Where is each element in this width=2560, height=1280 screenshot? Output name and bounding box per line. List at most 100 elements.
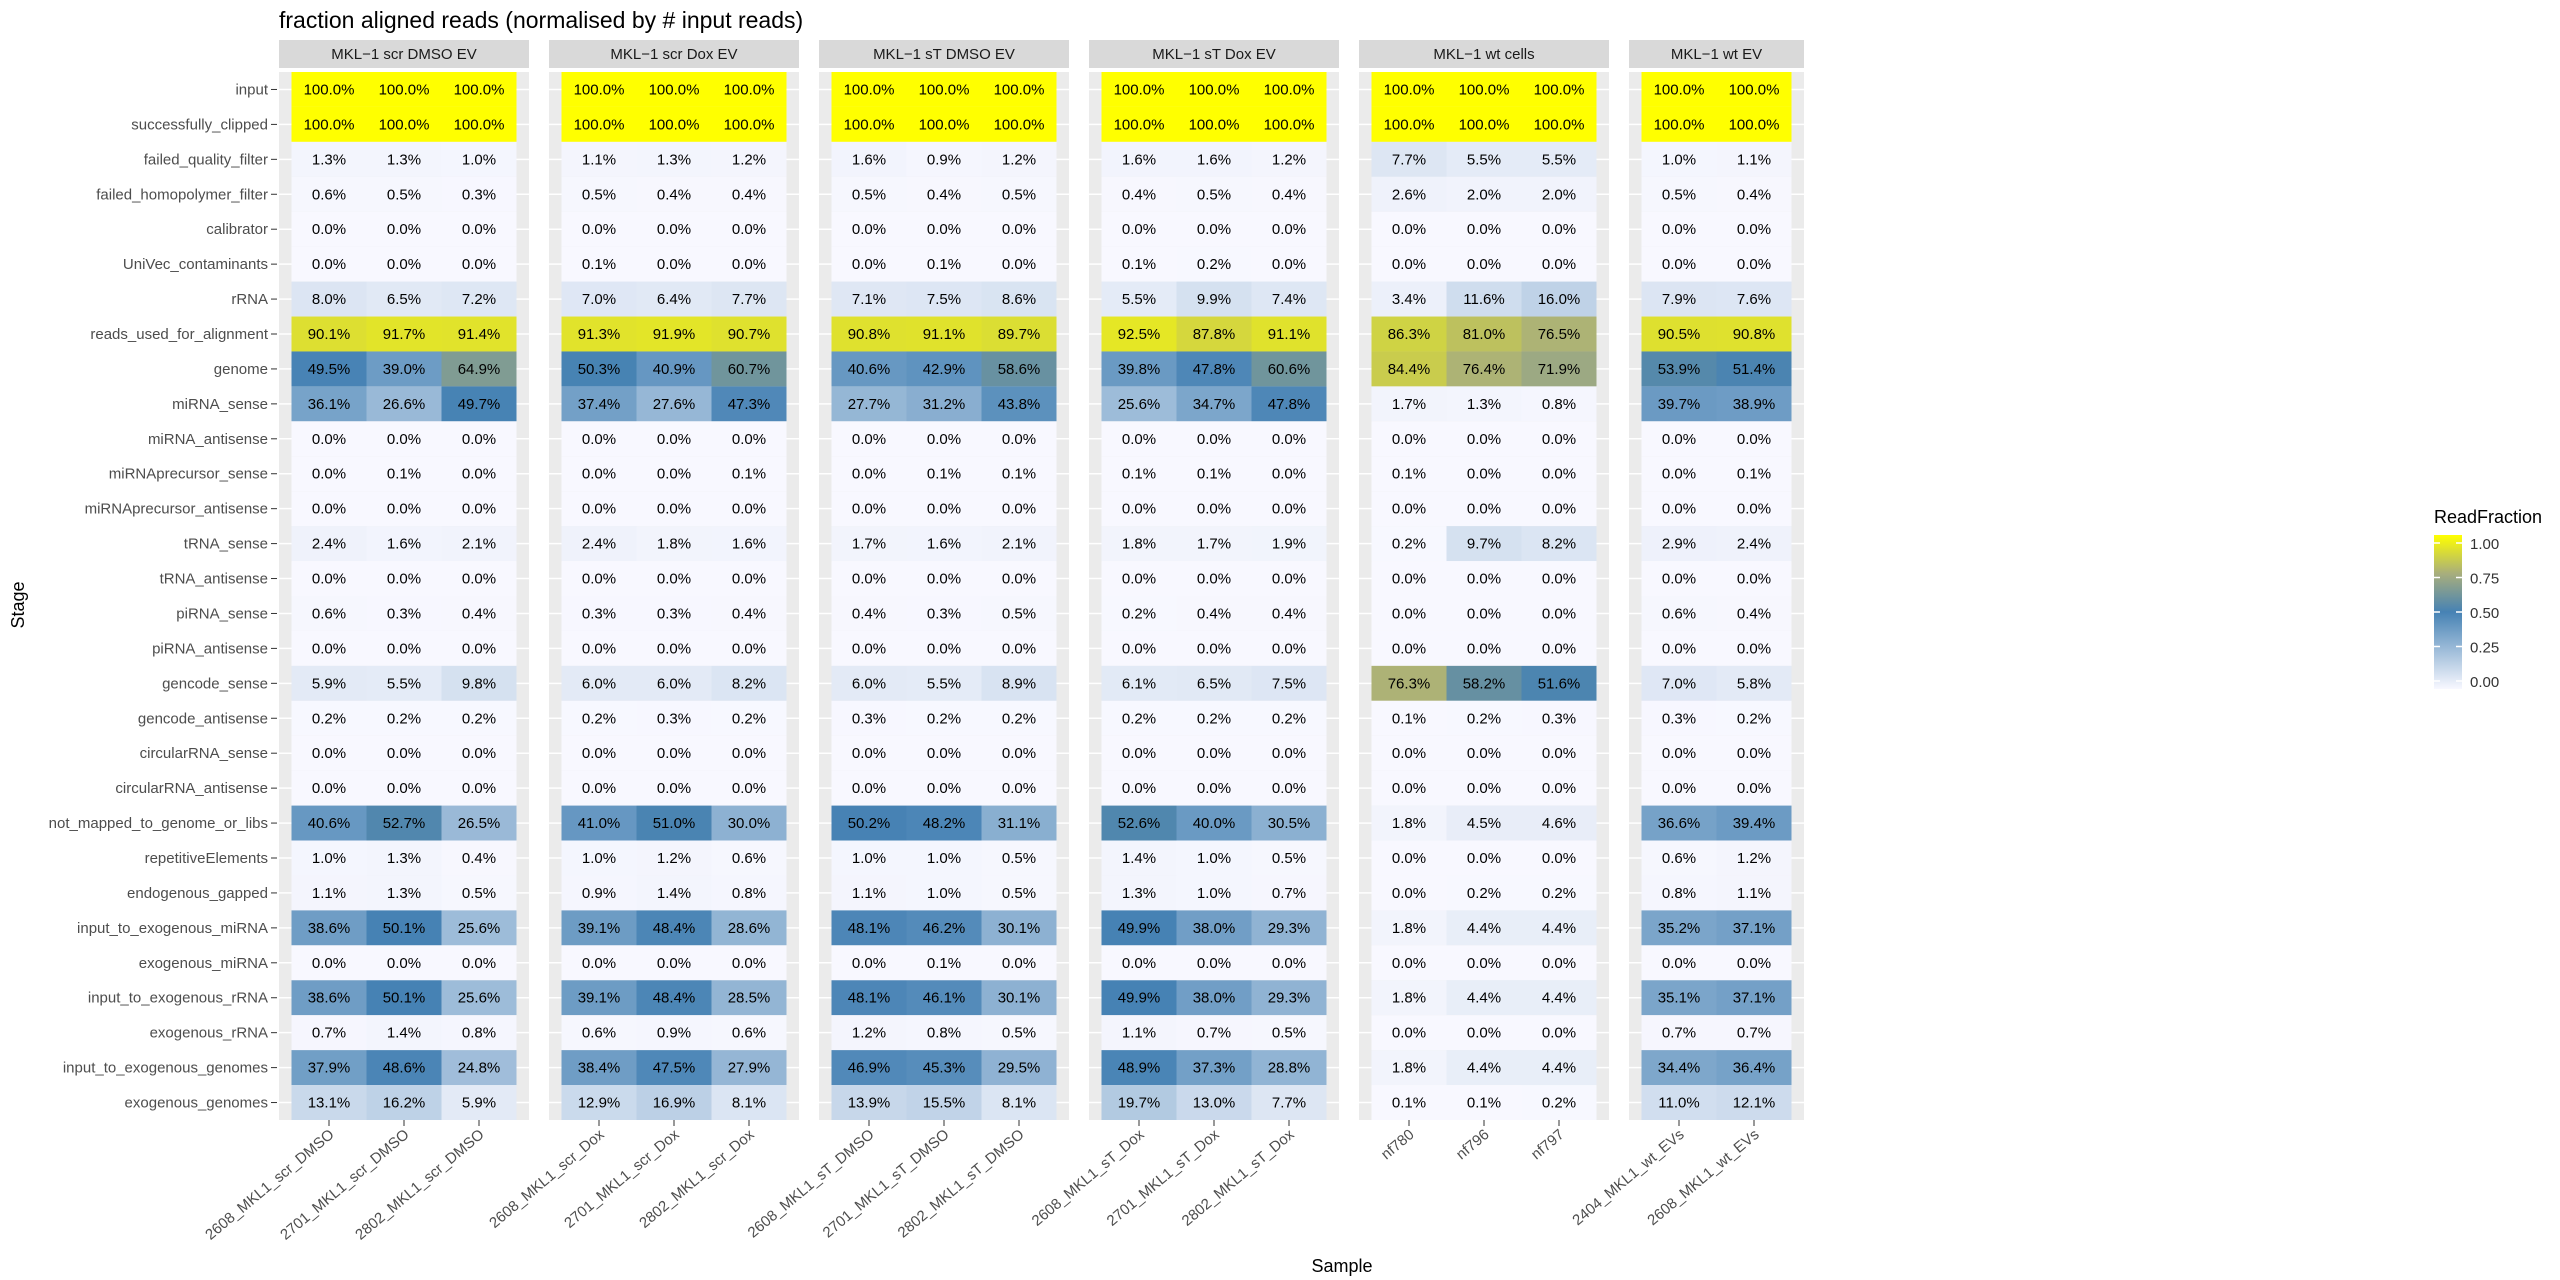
heatmap-cell <box>1176 526 1252 562</box>
heatmap-cell <box>981 770 1057 806</box>
cell-value-label: 40.6% <box>848 361 891 378</box>
cell-value-label: 0.2% <box>927 710 961 727</box>
cell-value-label: 37.1% <box>1733 990 1776 1007</box>
cell-value-label: 1.2% <box>1002 151 1036 168</box>
heatmap-cell <box>1716 945 1792 981</box>
cell-value-label: 29.3% <box>1268 990 1311 1007</box>
heatmap-cell <box>1371 211 1447 247</box>
cell-value-label: 0.0% <box>1272 501 1306 518</box>
cell-value-label: 0.0% <box>1467 605 1501 622</box>
cell-value-label: 0.7% <box>1662 1025 1696 1042</box>
cell-value-label: 0.0% <box>582 501 616 518</box>
heatmap-cell <box>831 246 907 282</box>
cell-value-label: 0.3% <box>1662 710 1696 727</box>
heatmap-cell <box>1716 526 1792 562</box>
cell-value-label: 0.2% <box>1272 710 1306 727</box>
cell-value-label: 4.5% <box>1467 815 1501 832</box>
facet-strip <box>1629 40 1804 68</box>
cell-value-label: 8.0% <box>312 291 346 308</box>
heatmap-cell <box>711 72 787 107</box>
cell-value-label: 0.0% <box>387 221 421 238</box>
cell-value-label: 0.0% <box>462 955 496 972</box>
cell-value-label: 48.9% <box>1118 1060 1161 1077</box>
cell-value-label: 90.1% <box>308 326 351 343</box>
heatmap-cell <box>441 351 517 387</box>
cell-value-label: 31.2% <box>923 396 966 413</box>
heatmap-cell <box>561 1050 637 1086</box>
heatmap-cell <box>1446 141 1522 177</box>
heatmap-cell <box>561 770 637 806</box>
cell-value-label: 48.4% <box>653 990 696 1007</box>
cell-value-label: 6.5% <box>1197 675 1231 692</box>
cell-value-label: 0.4% <box>1272 186 1306 203</box>
heatmap-cell <box>1371 491 1447 527</box>
cell-value-label: 38.0% <box>1193 920 1236 937</box>
heatmap-cell <box>1251 351 1327 387</box>
heatmap-cell <box>441 910 517 946</box>
heatmap-cell <box>1251 735 1327 771</box>
cell-value-label: 0.0% <box>1467 955 1501 972</box>
cell-value-label: 0.0% <box>582 466 616 483</box>
heatmap-cell <box>1521 945 1597 981</box>
cell-value-label: 0.0% <box>1467 850 1501 867</box>
heatmap-cell <box>636 246 712 282</box>
heatmap-cell <box>1371 386 1447 422</box>
heatmap-cell <box>1446 351 1522 387</box>
heatmap-cell <box>1641 875 1717 911</box>
cell-value-label: 1.2% <box>1737 850 1771 867</box>
cell-value-label: 1.8% <box>1392 815 1426 832</box>
heatmap-cell <box>1176 491 1252 527</box>
heatmap-cell <box>1371 805 1447 841</box>
heatmap-cell <box>711 526 787 562</box>
heatmap-cell <box>831 141 907 177</box>
heatmap-cell <box>831 1050 907 1086</box>
heatmap-cell <box>1251 141 1327 177</box>
cell-value-label: 0.0% <box>852 256 886 273</box>
y-tick-label: input_to_exogenous_genomes <box>63 1060 268 1077</box>
cell-value-label: 0.0% <box>732 780 766 797</box>
cell-value-label: 0.1% <box>1197 466 1231 483</box>
cell-value-label: 0.0% <box>927 431 961 448</box>
cell-value-label: 0.8% <box>927 1025 961 1042</box>
heatmap-cell <box>981 106 1057 142</box>
heatmap-cell <box>711 875 787 911</box>
cell-value-label: 0.2% <box>1002 710 1036 727</box>
cell-value-label: 7.5% <box>1272 675 1306 692</box>
cell-value-label: 0.0% <box>1392 605 1426 622</box>
heatmap-cell <box>291 386 367 422</box>
cell-value-label: 0.0% <box>1662 955 1696 972</box>
heatmap-cell <box>366 1050 442 1086</box>
heatmap-cell <box>1641 630 1717 666</box>
heatmap-cell <box>441 72 517 107</box>
heatmap-cell <box>1371 281 1447 317</box>
heatmap-cell <box>291 735 367 771</box>
heatmap-cell <box>1251 561 1327 596</box>
cell-value-label: 4.4% <box>1467 1060 1501 1077</box>
cell-value-label: 0.0% <box>462 221 496 238</box>
cell-value-label: 16.0% <box>1538 291 1581 308</box>
cell-value-label: 36.1% <box>308 396 351 413</box>
heatmap-cell <box>906 1050 982 1086</box>
heatmap-cell <box>1641 176 1717 212</box>
cell-value-label: 0.2% <box>582 710 616 727</box>
cell-value-label: 2.1% <box>1002 536 1036 553</box>
cell-value-label: 0.0% <box>732 256 766 273</box>
cell-value-label: 28.6% <box>728 920 771 937</box>
heatmap-cell <box>1716 386 1792 422</box>
cell-value-label: 1.6% <box>387 536 421 553</box>
cell-value-label: 53.9% <box>1658 361 1701 378</box>
heatmap-cell <box>291 141 367 177</box>
heatmap-cell <box>1521 596 1597 631</box>
cell-value-label: 49.9% <box>1118 920 1161 937</box>
heatmap-cell <box>366 246 442 282</box>
heatmap-cell <box>441 735 517 771</box>
heatmap-cell <box>441 945 517 981</box>
heatmap-cell <box>906 665 982 701</box>
cell-value-label: 39.1% <box>578 920 621 937</box>
cell-value-label: 0.2% <box>387 710 421 727</box>
cell-value-label: 76.3% <box>1388 675 1431 692</box>
heatmap-cell <box>1521 316 1597 352</box>
heatmap-cell <box>561 316 637 352</box>
heatmap-cell <box>711 316 787 352</box>
heatmap-cell <box>441 1015 517 1051</box>
